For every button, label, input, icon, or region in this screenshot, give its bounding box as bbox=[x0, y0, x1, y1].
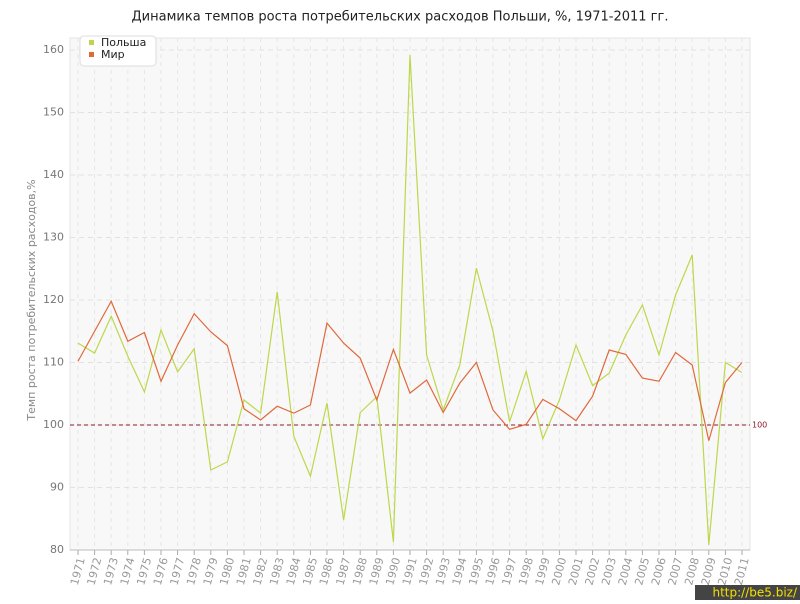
y-tick-label: 160 bbox=[43, 43, 64, 56]
legend-label: Польша bbox=[101, 36, 146, 49]
reference-label: 100 bbox=[752, 421, 767, 430]
series-line bbox=[77, 54, 743, 546]
watermark: http://be5.biz/ bbox=[712, 586, 797, 600]
x-tick-label: 2011 bbox=[732, 556, 752, 586]
y-axis-label: Темп роста потребительских расходов,% bbox=[25, 179, 38, 421]
y-tick-label: 110 bbox=[43, 356, 64, 369]
legend-swatch bbox=[89, 40, 94, 45]
y-tick-label: 140 bbox=[43, 168, 64, 181]
y-tick-label: 130 bbox=[43, 231, 64, 244]
legend-label: Мир bbox=[101, 48, 125, 61]
y-tick-label: 80 bbox=[50, 543, 64, 556]
y-tick-label: 90 bbox=[50, 481, 64, 494]
legend-box bbox=[79, 35, 157, 67]
y-tick-label: 150 bbox=[43, 106, 64, 119]
chart-title: Динамика темпов роста потребительских ра… bbox=[132, 10, 669, 25]
y-tick-label: 120 bbox=[43, 293, 64, 306]
watermark-bg bbox=[695, 585, 800, 600]
y-tick-label: 100 bbox=[43, 418, 64, 431]
series-line bbox=[77, 299, 743, 441]
legend-swatch bbox=[89, 52, 94, 57]
